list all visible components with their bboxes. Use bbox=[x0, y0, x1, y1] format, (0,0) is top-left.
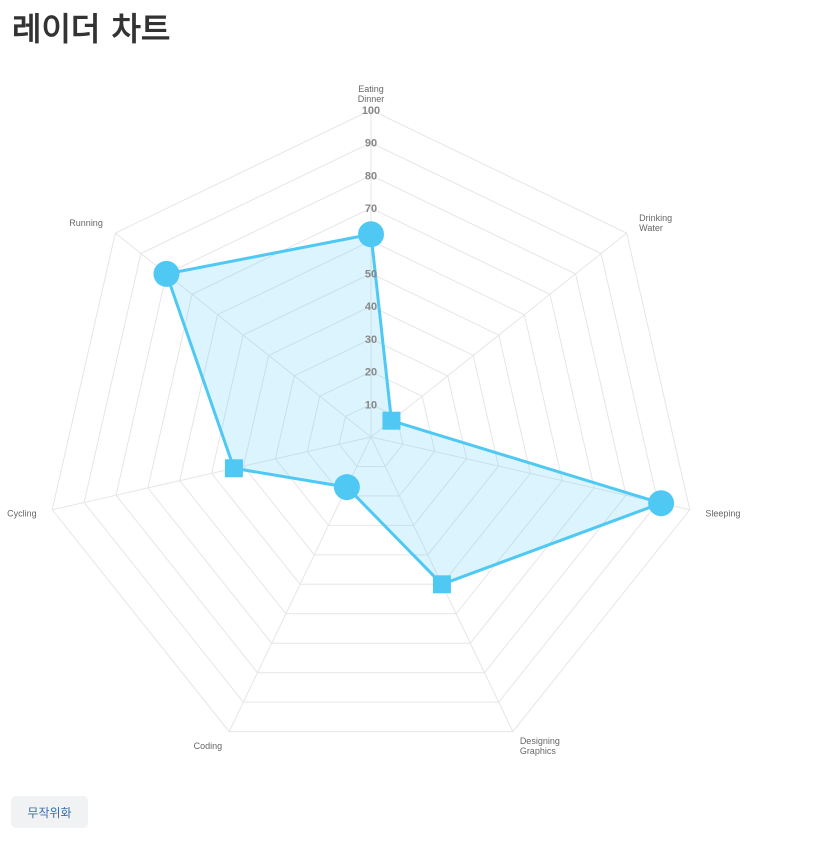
axis-label: Running bbox=[69, 218, 103, 228]
tick-label: 90 bbox=[365, 138, 377, 150]
series-point bbox=[382, 412, 400, 430]
axis-label-line: Eating bbox=[358, 84, 384, 94]
axis-label-line: Drinking bbox=[639, 213, 672, 223]
radar-chart: Eating Dinner Drinking Water Sleeping Designi… bbox=[0, 60, 814, 780]
tick-label: 20 bbox=[365, 367, 377, 379]
axis-label: Sleeping bbox=[705, 508, 740, 518]
radar-series bbox=[153, 221, 674, 593]
axis-label-line: Coding bbox=[194, 741, 223, 751]
series-area bbox=[166, 234, 661, 584]
randomize-button[interactable]: 무작위화 bbox=[11, 796, 88, 828]
series-point bbox=[358, 221, 384, 247]
axis-label-line: Cycling bbox=[7, 508, 37, 518]
axis-label-line: Running bbox=[69, 218, 103, 228]
series-point bbox=[334, 474, 360, 500]
axis-label: Cycling bbox=[7, 508, 37, 518]
tick-label: 80 bbox=[365, 170, 377, 182]
series-point bbox=[648, 490, 674, 516]
series-point bbox=[225, 459, 243, 477]
axis-label: Coding bbox=[194, 741, 223, 751]
axis-label-line: Graphics bbox=[520, 746, 557, 756]
axis-label: Drinking Water bbox=[639, 213, 672, 233]
axis-label-line: Dinner bbox=[358, 94, 385, 104]
radar-chart-svg: Eating Dinner Drinking Water Sleeping Designi… bbox=[0, 60, 814, 780]
series-point bbox=[433, 575, 451, 593]
series-point bbox=[153, 261, 179, 287]
axis-label: Eating Dinner bbox=[358, 84, 385, 104]
page-title: 레이더 차트 bbox=[12, 4, 170, 50]
tick-label: 50 bbox=[365, 269, 377, 281]
axis-label-line: Sleeping bbox=[705, 508, 740, 518]
axis-label-line: Water bbox=[639, 223, 663, 233]
tick-label: 10 bbox=[365, 399, 377, 411]
tick-label: 100 bbox=[362, 105, 380, 117]
tick-label: 40 bbox=[365, 301, 377, 313]
grid-spoke bbox=[371, 233, 627, 437]
axis-label: Designing Graphics bbox=[520, 736, 560, 756]
tick-label: 30 bbox=[365, 334, 377, 346]
tick-label: 70 bbox=[365, 203, 377, 215]
axis-label-line: Designing bbox=[520, 736, 560, 746]
